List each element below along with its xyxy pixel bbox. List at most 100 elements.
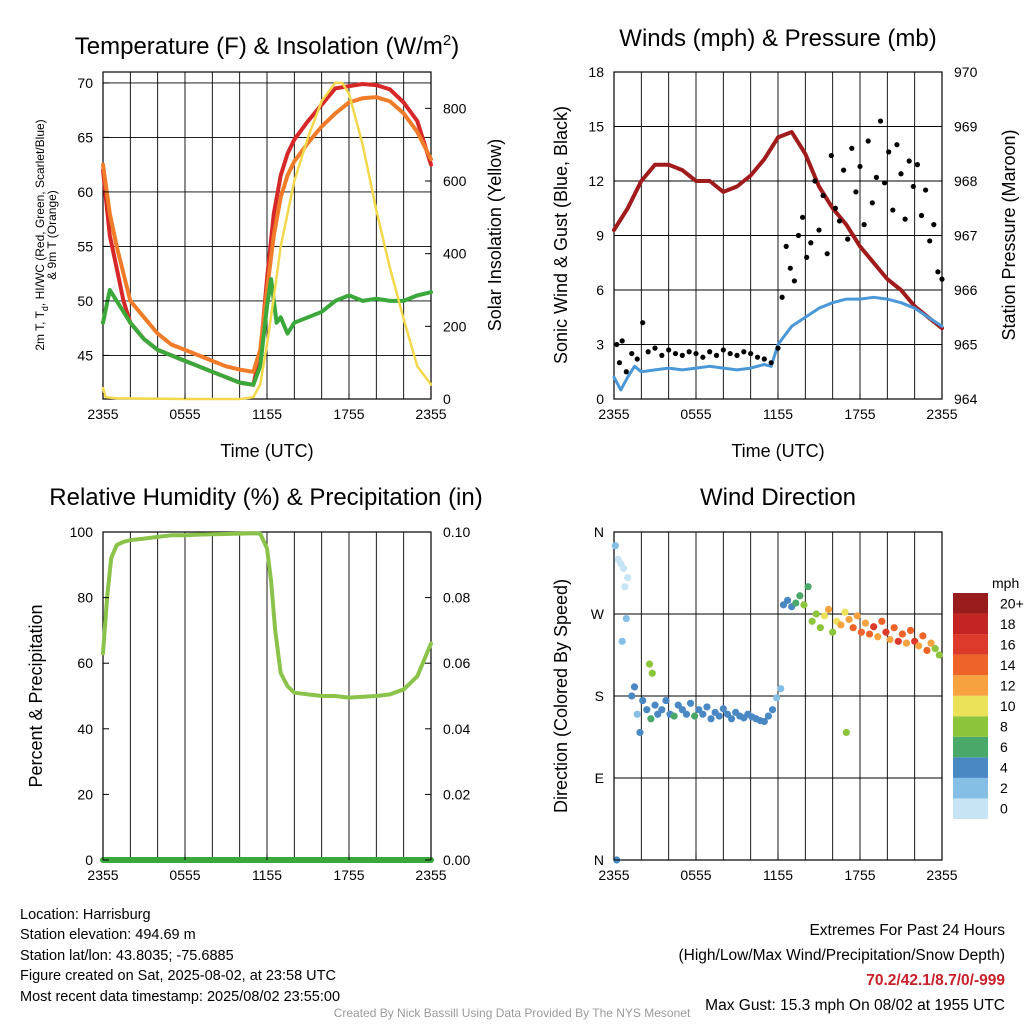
gust-point <box>836 218 843 224</box>
direction-point <box>902 639 911 647</box>
station-info: Location: Harrisburg Station elevation: … <box>20 905 340 1007</box>
gust-point <box>935 269 941 275</box>
gust-point <box>824 251 830 257</box>
y-right-tick-label: 966 <box>954 282 978 298</box>
direction-point <box>898 630 906 638</box>
winds-left-ticks: 0 3 6 9 12 15 18 <box>588 64 620 407</box>
direction-point <box>906 626 915 635</box>
direction-title: Wind Direction <box>700 484 856 511</box>
y-tick-label: 55 <box>77 238 93 254</box>
y-right-tick-label: 0 <box>443 391 451 407</box>
direction-point <box>647 715 655 723</box>
x-tick-label: 1155 <box>252 867 282 883</box>
y-tick-label: 60 <box>77 184 93 200</box>
direction-point <box>686 699 695 707</box>
y-tick-label: 45 <box>77 347 93 363</box>
direction-point <box>853 612 861 620</box>
x-tick-label: 2355 <box>87 867 118 883</box>
y-right-tick-label: 968 <box>954 173 978 189</box>
gust-point <box>812 178 818 184</box>
y-tick-label: 9 <box>596 228 604 244</box>
direction-point <box>699 710 707 718</box>
direction-point <box>611 542 619 550</box>
colorbar-swatch <box>953 675 988 696</box>
direction-point <box>894 637 902 645</box>
direction-point <box>865 630 874 638</box>
speed-colorbar: 0 2 4 6 8 10 12 14 16 18 20+ <box>953 593 1024 819</box>
credit-text: Created By Nick Bassill Using Data Provi… <box>333 1006 691 1020</box>
gust-point <box>841 167 847 173</box>
gust-point <box>787 265 793 271</box>
temperature-title: Temperature (F) & Insolation (W/m2) <box>75 32 459 60</box>
direction-point <box>861 619 870 627</box>
direction-point <box>624 573 632 582</box>
gust-point <box>902 216 908 222</box>
direction-point <box>760 717 768 726</box>
humidity-left-ylabel: Percent & Precipitation <box>26 604 46 787</box>
temperature-x-ticks: 2355 0555 1155 1755 2355 <box>87 393 447 422</box>
direction-point <box>670 712 678 720</box>
colorbar-label: 10 <box>1000 698 1016 714</box>
direction-point <box>857 628 865 636</box>
direction-point <box>874 633 882 641</box>
direction-point <box>886 635 894 644</box>
y-right-tick-label: 969 <box>954 119 978 135</box>
x-tick-label: 0555 <box>680 406 711 422</box>
direction-point <box>621 583 629 591</box>
colorbar-label: 12 <box>1000 677 1016 693</box>
y-tick-label: 65 <box>77 129 93 145</box>
gust-point <box>804 254 810 260</box>
gust-point <box>877 118 884 124</box>
direction-point <box>636 728 644 737</box>
max-gust-text: Max Gust: 15.3 mph On 08/02 at 1955 UTC <box>705 997 1005 1014</box>
y-right-tick-label: 800 <box>443 100 467 116</box>
y-right-tick-label: 964 <box>954 391 978 407</box>
winds-series <box>612 118 945 392</box>
temperature-panel: Temperature (F) & Insolation (W/m2) 45 50… <box>33 32 505 461</box>
gust-point <box>748 350 754 357</box>
gust-point <box>741 349 747 355</box>
colorbar-label: 14 <box>1000 657 1016 673</box>
direction-point <box>935 651 943 659</box>
gust-point <box>845 236 851 242</box>
direction-point <box>768 706 777 714</box>
temperature-right-ticks: 0 200 400 600 800 <box>425 100 467 407</box>
gust-point <box>857 163 863 170</box>
gust-point <box>779 294 785 300</box>
x-tick-label: 1155 <box>252 406 282 422</box>
temperature-left-ylabel: 2m T, Td, HI/WC (Red, Green, Scarlet/Blu… <box>33 119 59 350</box>
direction-point <box>800 601 808 609</box>
y-tick-label: 18 <box>588 64 604 80</box>
direction-point <box>764 712 773 720</box>
direction-point <box>777 685 785 693</box>
winds-panel: Winds (mph) & Pressure (mb) 0 3 6 9 12 15 18 9… <box>551 25 1019 461</box>
winds-right-ylabel: Station Pressure (Maroon) <box>999 129 1019 340</box>
direction-point <box>651 701 659 709</box>
y-tick-label: 50 <box>77 293 93 309</box>
gust-point <box>672 350 679 357</box>
direction-points <box>611 542 943 864</box>
winds-xlabel: Time (UTC) <box>731 441 824 461</box>
direction-point <box>719 705 727 713</box>
direction-point <box>618 637 626 645</box>
direction-point <box>816 624 824 632</box>
direction-point <box>792 599 800 607</box>
y-right-tick-label: 965 <box>954 337 978 353</box>
extremes-description: (High/Low/Max Wind/Precipitation/Snow De… <box>678 947 1006 964</box>
colorbar-swatch <box>953 654 988 676</box>
y-right-tick-label: 0.04 <box>443 721 470 737</box>
gust-point <box>890 207 896 213</box>
direction-point <box>878 617 886 625</box>
direction-point <box>639 696 647 705</box>
direction-point <box>703 703 711 711</box>
y-tick-label: N <box>594 524 604 540</box>
x-tick-label: 2355 <box>926 867 957 883</box>
gust-point <box>754 354 761 360</box>
humidity-grid <box>129 532 405 860</box>
y-right-tick-label: 400 <box>443 246 467 262</box>
series-line-2 <box>101 277 433 387</box>
colorbar-swatch <box>953 736 988 758</box>
series-line-3 <box>101 81 433 401</box>
direction-point <box>820 612 829 620</box>
gust-point <box>931 222 937 228</box>
